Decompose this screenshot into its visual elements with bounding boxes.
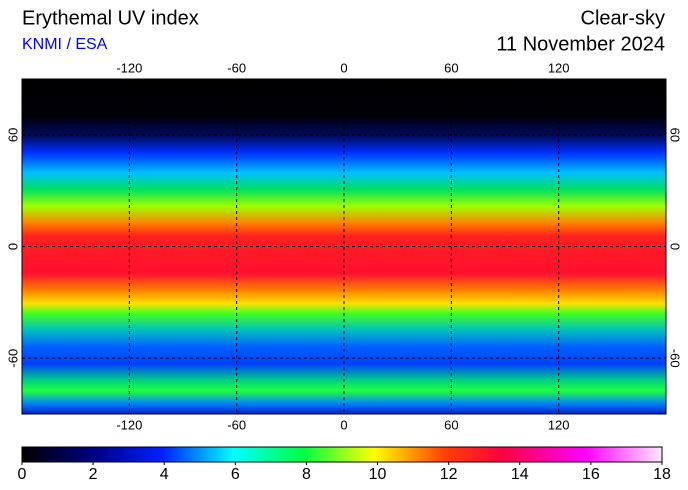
colorbar: [21, 446, 663, 463]
date: 11 November 2024: [496, 33, 665, 55]
colorbar-tick-label: 2: [89, 466, 98, 483]
colorbar-tick-label: 16: [582, 466, 600, 483]
lon-tick-label-top: -120: [116, 60, 142, 75]
lon-tick-label-bottom: 0: [340, 417, 347, 432]
lat-tick-label-right: 0: [668, 243, 683, 250]
source: KNMI / ESA: [22, 36, 108, 53]
colorbar-tick-label: 12: [440, 466, 458, 483]
lat-tick-label-right: 60: [668, 128, 683, 142]
lon-tick-label-bottom: 60: [444, 417, 458, 432]
colorbar-tick-label: 4: [160, 466, 169, 483]
lat-tick-label-left: -60: [5, 349, 20, 368]
condition: Clear-sky: [581, 7, 665, 29]
map-frame: [21, 78, 667, 415]
lon-tick-label-top: 120: [548, 60, 570, 75]
lon-tick-label-bottom: 120: [548, 417, 570, 432]
colorbar-tick-label: 14: [511, 466, 529, 483]
colorbar-tick-label: 0: [18, 466, 27, 483]
colorbar-tick-label: 6: [231, 466, 240, 483]
lon-tick-label-top: 0: [340, 60, 347, 75]
lon-tick-label-top: 60: [444, 60, 458, 75]
lat-tick-label-left: 0: [5, 243, 20, 250]
lon-tick-label-bottom: -60: [227, 417, 246, 432]
colorbar-tick-label: 8: [302, 466, 311, 483]
colorbar-tick-label: 10: [369, 466, 387, 483]
lon-tick-label-bottom: -120: [116, 417, 142, 432]
lat-tick-label-right: -60: [668, 349, 683, 368]
colorbar-tick-label: 18: [653, 466, 671, 483]
title: Erythemal UV index: [22, 7, 199, 29]
lat-tick-label-left: 60: [5, 128, 20, 142]
lon-tick-label-top: -60: [227, 60, 246, 75]
